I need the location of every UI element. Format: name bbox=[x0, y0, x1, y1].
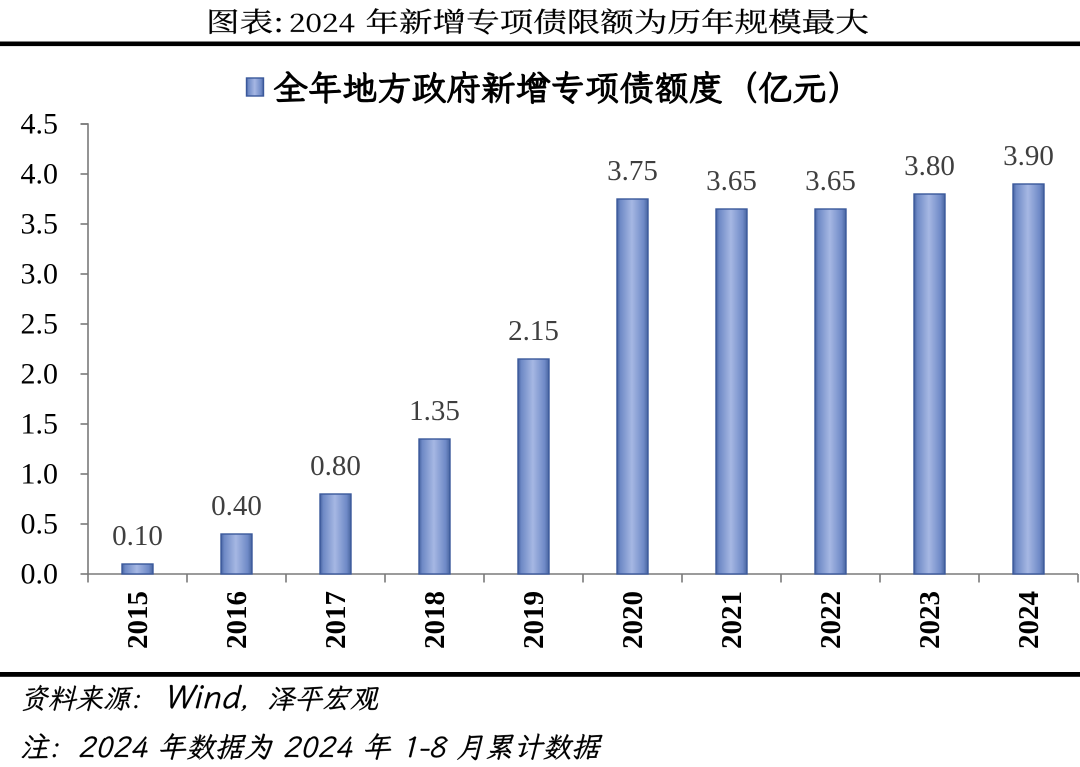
svg-text:2019: 2019 bbox=[518, 591, 550, 649]
svg-text:0.10: 0.10 bbox=[112, 520, 163, 552]
svg-text:3.65: 3.65 bbox=[706, 165, 757, 197]
svg-text:2.5: 2.5 bbox=[21, 308, 59, 341]
svg-text:3.75: 3.75 bbox=[607, 155, 658, 187]
svg-text:1.5: 1.5 bbox=[21, 408, 59, 441]
svg-text:2.15: 2.15 bbox=[508, 315, 559, 347]
svg-text:2023: 2023 bbox=[914, 591, 946, 649]
svg-text:2016: 2016 bbox=[221, 591, 253, 649]
svg-text:3.90: 3.90 bbox=[1003, 140, 1054, 172]
svg-text:2020: 2020 bbox=[617, 591, 649, 649]
svg-text:0.5: 0.5 bbox=[21, 508, 59, 541]
svg-text:0.40: 0.40 bbox=[211, 490, 262, 522]
svg-text:3.5: 3.5 bbox=[21, 208, 59, 241]
svg-text:2022: 2022 bbox=[815, 591, 847, 649]
svg-text:4.0: 4.0 bbox=[21, 158, 59, 191]
svg-text:2.0: 2.0 bbox=[21, 358, 59, 391]
svg-text:2024: 2024 bbox=[1013, 591, 1045, 649]
svg-text:0.80: 0.80 bbox=[310, 450, 361, 482]
svg-text:2015: 2015 bbox=[122, 591, 154, 649]
svg-text:3.65: 3.65 bbox=[805, 165, 856, 197]
svg-text:2017: 2017 bbox=[320, 591, 352, 649]
svg-text:4.5: 4.5 bbox=[21, 108, 59, 141]
svg-text:2018: 2018 bbox=[419, 591, 451, 649]
svg-text:3.0: 3.0 bbox=[21, 258, 59, 291]
svg-text:1.0: 1.0 bbox=[21, 458, 59, 491]
svg-text:2021: 2021 bbox=[716, 591, 748, 649]
svg-text:0.0: 0.0 bbox=[21, 558, 59, 591]
svg-text:1.35: 1.35 bbox=[409, 395, 460, 427]
svg-text:3.80: 3.80 bbox=[904, 150, 955, 182]
